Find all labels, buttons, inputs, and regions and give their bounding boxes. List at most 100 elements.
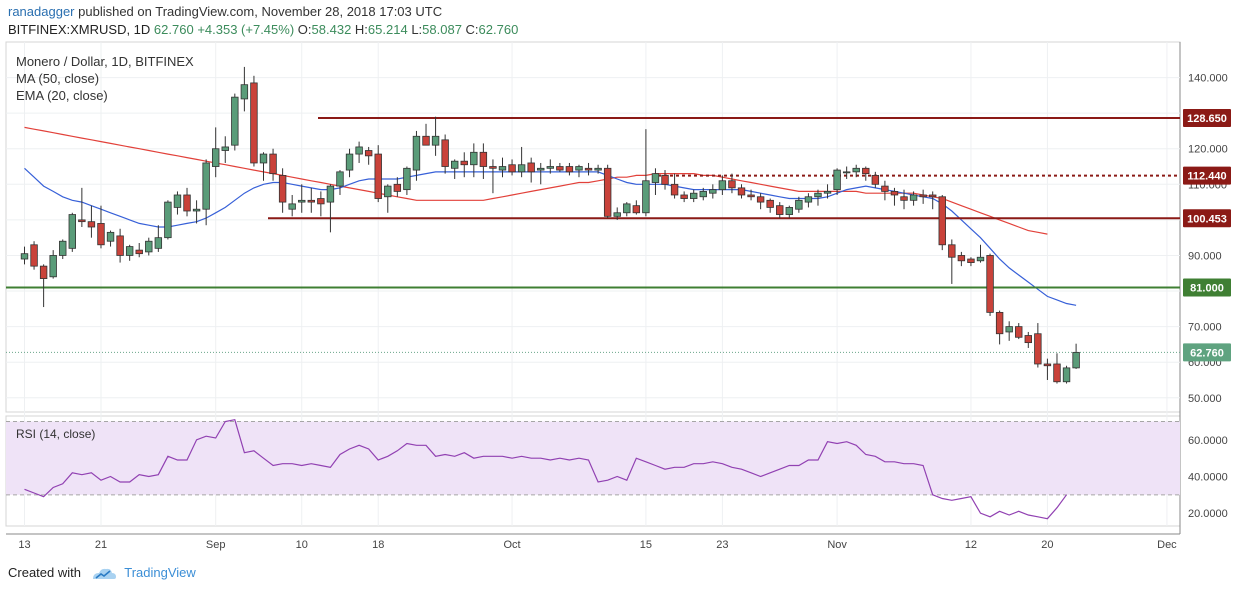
author-link[interactable]: ranadagger <box>8 4 75 19</box>
candle-up <box>546 166 554 169</box>
candle-up <box>651 173 660 183</box>
candle-up <box>823 191 832 194</box>
candle-down <box>565 166 574 173</box>
candle-up <box>412 135 421 171</box>
candle-down <box>881 185 889 192</box>
candle-up <box>240 84 249 100</box>
y-tick-label: 70.000 <box>1188 322 1222 334</box>
candle-down <box>269 153 277 175</box>
price-label-bg <box>1183 108 1231 127</box>
candle-up <box>1072 351 1080 369</box>
price-label-bg <box>1183 278 1231 297</box>
candle-up <box>202 162 210 210</box>
tradingview-logo-icon <box>92 568 116 579</box>
x-tick-label: Oct <box>503 539 520 551</box>
candle-up <box>785 207 793 215</box>
price-label: 128.650 <box>1187 113 1227 125</box>
candle-down <box>929 194 937 198</box>
price-label-bg <box>1183 166 1231 185</box>
candle-down <box>183 194 191 212</box>
candle-down <box>728 180 736 189</box>
price-label-bg <box>1183 343 1231 362</box>
candle-down <box>441 139 449 167</box>
candle-up <box>298 199 306 203</box>
candle-down <box>632 205 641 214</box>
created-with-text: Created with <box>8 565 81 580</box>
candle-down <box>747 194 755 198</box>
ema-legend: EMA (20, close) <box>16 88 108 103</box>
candle-up <box>623 203 631 214</box>
candle-up <box>431 135 440 146</box>
candle-up <box>450 160 459 169</box>
last-price: 62.760 <box>153 22 194 37</box>
candle-down <box>919 194 927 198</box>
candle-down <box>737 187 746 196</box>
candle-down <box>307 199 315 203</box>
candle-up <box>259 153 268 164</box>
candle-up <box>642 180 650 214</box>
candle-up <box>976 256 985 262</box>
open-value: 58.432 <box>311 22 352 37</box>
candle-down <box>364 150 373 157</box>
candle-down <box>967 258 975 263</box>
candle-up <box>795 199 803 210</box>
candle-up <box>355 146 363 155</box>
candle-down <box>938 196 946 246</box>
candle-down <box>862 167 870 175</box>
candle-up <box>804 196 813 203</box>
candle-up <box>192 208 201 212</box>
candle-down <box>489 166 497 169</box>
candle-up <box>517 164 526 173</box>
candle-up <box>384 185 392 198</box>
candle-up <box>1005 326 1013 333</box>
candle-down <box>1015 326 1023 338</box>
x-tick-label: 10 <box>296 539 308 551</box>
candle-down <box>1034 333 1042 365</box>
candle-up <box>842 171 851 174</box>
price-label-bg <box>1183 209 1231 228</box>
x-tick-label: 12 <box>965 539 977 551</box>
candle-up <box>173 194 182 208</box>
candle-up <box>833 169 841 191</box>
candle-up <box>537 167 545 171</box>
high-label: H: <box>354 22 368 37</box>
tradingview-link[interactable]: TradingView <box>124 565 196 580</box>
price-label: 81.000 <box>1190 282 1224 294</box>
candle-down <box>680 194 688 199</box>
candle-up <box>575 166 583 171</box>
candle-down <box>374 153 382 199</box>
candle-down <box>995 311 1004 335</box>
candle-down <box>1043 363 1052 367</box>
candle-down <box>116 235 124 256</box>
close-label: C: <box>465 22 479 37</box>
candle-up <box>1062 367 1071 383</box>
rsi-y-tick-label: 60.0000 <box>1188 435 1228 447</box>
candle-down <box>670 183 679 196</box>
candle-up <box>690 192 698 199</box>
high-value: 65.214 <box>367 22 408 37</box>
candle-down <box>890 191 899 196</box>
candle-down <box>479 151 488 167</box>
x-tick-label: 18 <box>372 539 384 551</box>
x-tick-label: Sep <box>206 539 226 551</box>
price-label: 62.760 <box>1190 347 1224 359</box>
candle-down <box>135 249 143 255</box>
candle-up <box>288 203 296 210</box>
candle-down <box>527 162 535 173</box>
rsi-y-tick-label: 20.0000 <box>1188 508 1228 520</box>
y-tick-label: 50.000 <box>1188 393 1222 405</box>
candle-down <box>756 196 765 203</box>
x-tick-label: 21 <box>95 539 107 551</box>
candle-up <box>164 201 172 239</box>
candle-down <box>422 135 430 146</box>
rsi-y-tick-label: 40.0000 <box>1188 472 1228 484</box>
candle-up <box>852 167 860 173</box>
candle-up <box>718 180 727 191</box>
candle-up <box>814 192 822 198</box>
candle-up <box>59 240 67 256</box>
x-tick-label: Nov <box>827 539 847 551</box>
chart-legend: Monero / Dollar, 1D, BITFINEX MA (50, cl… <box>16 53 194 104</box>
x-tick-label: 13 <box>18 539 30 551</box>
ohlc-bar: BITFINEX:XMRUSD, 1D 62.760 +4.353 (+7.45… <box>8 22 518 37</box>
price-chart[interactable]: 13 21 Sep 10 18 Oct 15 23 Nov 12 20 Dec 50.000 60.000… <box>0 0 1240 560</box>
